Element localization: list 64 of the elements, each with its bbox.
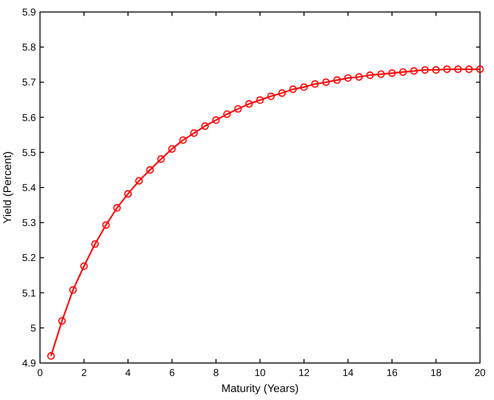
y-tick-label: 5.7: [22, 78, 36, 89]
point: [421, 66, 429, 74]
x-tick-label: 10: [254, 368, 266, 379]
x-tick-label: 2: [81, 368, 88, 379]
x-tick-label: 6: [169, 368, 176, 379]
y-tick-label: 5.6: [22, 112, 36, 124]
point: [245, 100, 253, 108]
point: [366, 71, 374, 79]
x-tick-label: 16: [386, 368, 398, 379]
point: [113, 204, 121, 212]
point: [146, 166, 154, 174]
x-tick-label: 20: [474, 368, 486, 379]
x-tick-label: 8: [213, 368, 220, 379]
point: [47, 352, 55, 360]
y-tick-label: 5.8: [22, 42, 36, 54]
point: [344, 74, 352, 82]
point: [135, 177, 143, 185]
point: [410, 67, 418, 75]
point: [454, 65, 462, 74]
y-tick-label: 5.3: [22, 218, 36, 230]
point: [432, 66, 440, 74]
x-tick-label: 4: [125, 368, 132, 379]
point: [311, 80, 319, 88]
y-tick-label: 5: [30, 323, 36, 334]
point: [267, 92, 275, 100]
x-tick-label: 14: [342, 368, 354, 379]
y-tick-label: 5.5: [22, 148, 36, 159]
point: [69, 286, 77, 294]
y-tick-label: 5.1: [22, 288, 36, 300]
point: [355, 73, 363, 81]
point: [300, 83, 308, 91]
point: [465, 65, 473, 74]
point: [399, 68, 407, 76]
point: [179, 136, 187, 144]
point: [157, 155, 165, 163]
point: [190, 129, 198, 137]
point: [377, 70, 385, 78]
x-tick-label: 12: [298, 368, 310, 379]
x-axis-title: Maturity (Years): [221, 383, 299, 395]
point: [476, 65, 484, 74]
y-tick-label: 5.9: [22, 8, 36, 18]
y-tick-label: 5.4: [22, 183, 36, 194]
point: [58, 317, 66, 325]
point: [443, 65, 451, 74]
point: [124, 190, 132, 198]
point: [333, 76, 341, 84]
point: [322, 78, 330, 86]
point: [223, 110, 231, 118]
point: [201, 122, 209, 130]
point: [102, 221, 110, 229]
point: [80, 262, 88, 270]
point: [168, 145, 176, 153]
point: [234, 105, 242, 113]
point: [256, 96, 264, 104]
point: [212, 116, 220, 124]
y-axis-title: Yield (Percent): [2, 151, 14, 224]
x-tick-label: 0: [37, 368, 44, 379]
point: [278, 89, 286, 97]
point: [388, 69, 396, 77]
y-tick-label: 5.2: [22, 253, 36, 264]
y-tick-label: 4.9: [22, 358, 36, 370]
point: [91, 240, 99, 248]
x-tick-label: 18: [430, 368, 442, 379]
point: [289, 85, 297, 94]
